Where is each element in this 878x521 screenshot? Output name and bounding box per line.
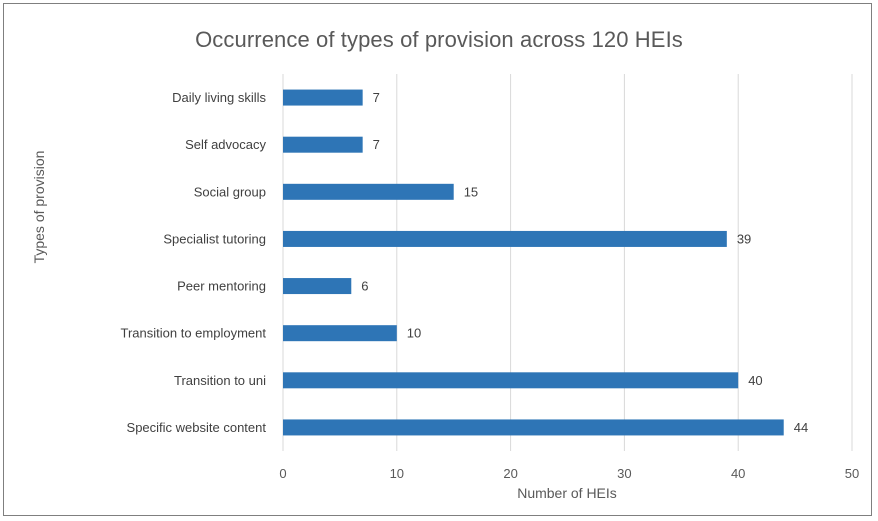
x-tick-label: 0 — [279, 466, 286, 481]
data-label: 15 — [464, 184, 478, 199]
category-labels: Daily living skills Self advocacy Social g… — [121, 90, 267, 435]
data-label: 6 — [361, 279, 368, 294]
bar — [283, 230, 727, 247]
x-axis-title: Number of HEIs — [517, 485, 617, 501]
bar — [283, 278, 352, 295]
data-label: 39 — [737, 231, 751, 246]
category-label: Transition to employment — [121, 326, 267, 341]
bar — [283, 325, 397, 342]
x-tick-label: 10 — [390, 466, 404, 481]
category-label: Peer mentoring — [177, 279, 266, 294]
data-label: 44 — [794, 420, 808, 435]
data-label: 7 — [373, 90, 380, 105]
data-label: 10 — [407, 326, 421, 341]
bar — [283, 89, 363, 106]
bar — [283, 372, 739, 389]
category-label: Specialist tutoring — [163, 231, 266, 246]
category-label: Daily living skills — [172, 90, 266, 105]
chart-title: Occurrence of types of provision across … — [195, 27, 683, 52]
x-tick-label: 40 — [731, 466, 745, 481]
data-labels: 7 7 15 39 6 10 40 44 — [361, 90, 808, 435]
category-label: Specific website content — [127, 420, 267, 435]
data-label: 7 — [373, 137, 380, 152]
x-tick-label: 20 — [503, 466, 517, 481]
category-label: Social group — [194, 184, 266, 199]
x-tick-label: 30 — [617, 466, 631, 481]
data-label: 40 — [748, 373, 762, 388]
bar — [283, 419, 784, 436]
bars — [283, 89, 784, 436]
category-label: Self advocacy — [185, 137, 266, 152]
gridlines — [282, 74, 853, 451]
x-tick-labels: 0 10 20 30 40 50 — [279, 466, 859, 481]
y-axis-title: Types of provision — [31, 151, 47, 264]
bar — [283, 183, 454, 200]
x-tick-label: 50 — [845, 466, 859, 481]
category-label: Transition to uni — [174, 373, 266, 388]
bar — [283, 136, 363, 153]
